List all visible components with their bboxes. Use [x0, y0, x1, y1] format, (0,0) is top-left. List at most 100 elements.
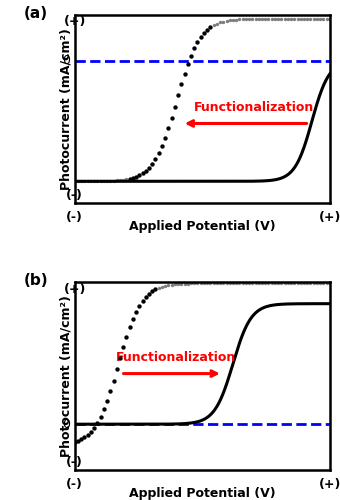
Point: [311, 279, 317, 287]
Point: [211, 279, 216, 287]
Point: [272, 14, 278, 22]
Point: [204, 26, 210, 34]
Point: [266, 14, 271, 22]
Point: [146, 164, 152, 172]
Point: [198, 280, 203, 287]
Point: [204, 280, 210, 287]
Text: Functionalization: Functionalization: [116, 351, 236, 364]
Point: [224, 279, 229, 287]
Point: [246, 279, 252, 287]
Point: [295, 279, 300, 287]
Point: [98, 177, 103, 185]
Point: [146, 290, 152, 298]
Point: [130, 174, 136, 182]
Point: [172, 102, 177, 110]
Point: [237, 279, 242, 287]
Point: [208, 279, 213, 287]
Point: [150, 288, 155, 296]
Point: [95, 177, 100, 185]
Point: [217, 279, 223, 287]
Point: [153, 155, 158, 163]
Point: [104, 177, 110, 185]
Point: [250, 15, 255, 23]
Point: [75, 437, 81, 445]
Point: [217, 18, 223, 26]
Point: [127, 323, 132, 331]
Point: [292, 279, 297, 287]
Point: [288, 14, 294, 22]
Point: [275, 14, 281, 22]
Point: [156, 284, 162, 292]
Text: (-): (-): [66, 211, 83, 224]
Point: [98, 412, 103, 420]
Point: [327, 14, 333, 22]
Point: [195, 38, 200, 46]
Point: [159, 283, 165, 291]
Point: [111, 376, 116, 384]
Point: [243, 15, 249, 23]
Point: [91, 424, 97, 432]
Point: [82, 178, 87, 186]
Point: [133, 308, 139, 316]
Point: [85, 177, 90, 185]
Text: (b): (b): [24, 272, 48, 287]
Point: [259, 279, 265, 287]
Point: [114, 366, 119, 374]
Point: [201, 280, 207, 287]
Point: [285, 14, 291, 22]
Point: [117, 176, 123, 184]
Text: (-): (-): [66, 456, 83, 469]
Point: [166, 124, 171, 132]
Point: [153, 286, 158, 294]
Point: [246, 15, 252, 23]
Point: [101, 177, 106, 185]
Point: [201, 29, 207, 37]
Text: (-): (-): [66, 190, 83, 202]
Point: [75, 178, 81, 186]
Text: (+): (+): [64, 282, 86, 296]
Point: [127, 174, 132, 182]
Point: [250, 279, 255, 287]
Point: [172, 280, 177, 288]
Point: [191, 280, 197, 287]
Point: [140, 169, 145, 177]
Point: [279, 279, 284, 287]
Point: [227, 16, 233, 24]
Point: [95, 418, 100, 426]
Point: [234, 279, 239, 287]
Point: [107, 177, 113, 185]
Point: [321, 14, 326, 22]
Point: [72, 438, 78, 446]
Point: [195, 280, 200, 287]
Point: [288, 279, 294, 287]
Point: [159, 142, 165, 150]
Point: [279, 14, 284, 22]
Point: [124, 332, 129, 340]
Y-axis label: Photocurrent (mA/cm²): Photocurrent (mA/cm²): [59, 28, 72, 190]
Text: (+): (+): [319, 478, 340, 491]
Point: [185, 280, 190, 287]
Point: [124, 175, 129, 183]
Point: [230, 279, 236, 287]
Point: [227, 279, 233, 287]
Point: [104, 396, 110, 404]
Point: [240, 279, 245, 287]
Y-axis label: Photocurrent (mA/cm²): Photocurrent (mA/cm²): [59, 295, 72, 457]
Point: [298, 279, 304, 287]
Point: [311, 14, 317, 22]
Point: [137, 171, 142, 179]
Text: (+): (+): [319, 211, 340, 224]
Point: [72, 178, 78, 186]
Text: Functionalization: Functionalization: [194, 101, 314, 114]
Point: [79, 436, 84, 444]
Point: [240, 15, 245, 23]
Point: [237, 16, 242, 24]
Point: [143, 167, 149, 175]
Point: [101, 405, 106, 413]
Point: [191, 44, 197, 52]
Text: 0: 0: [62, 54, 70, 68]
Point: [275, 279, 281, 287]
Point: [259, 14, 265, 22]
Point: [321, 279, 326, 287]
Point: [314, 14, 320, 22]
